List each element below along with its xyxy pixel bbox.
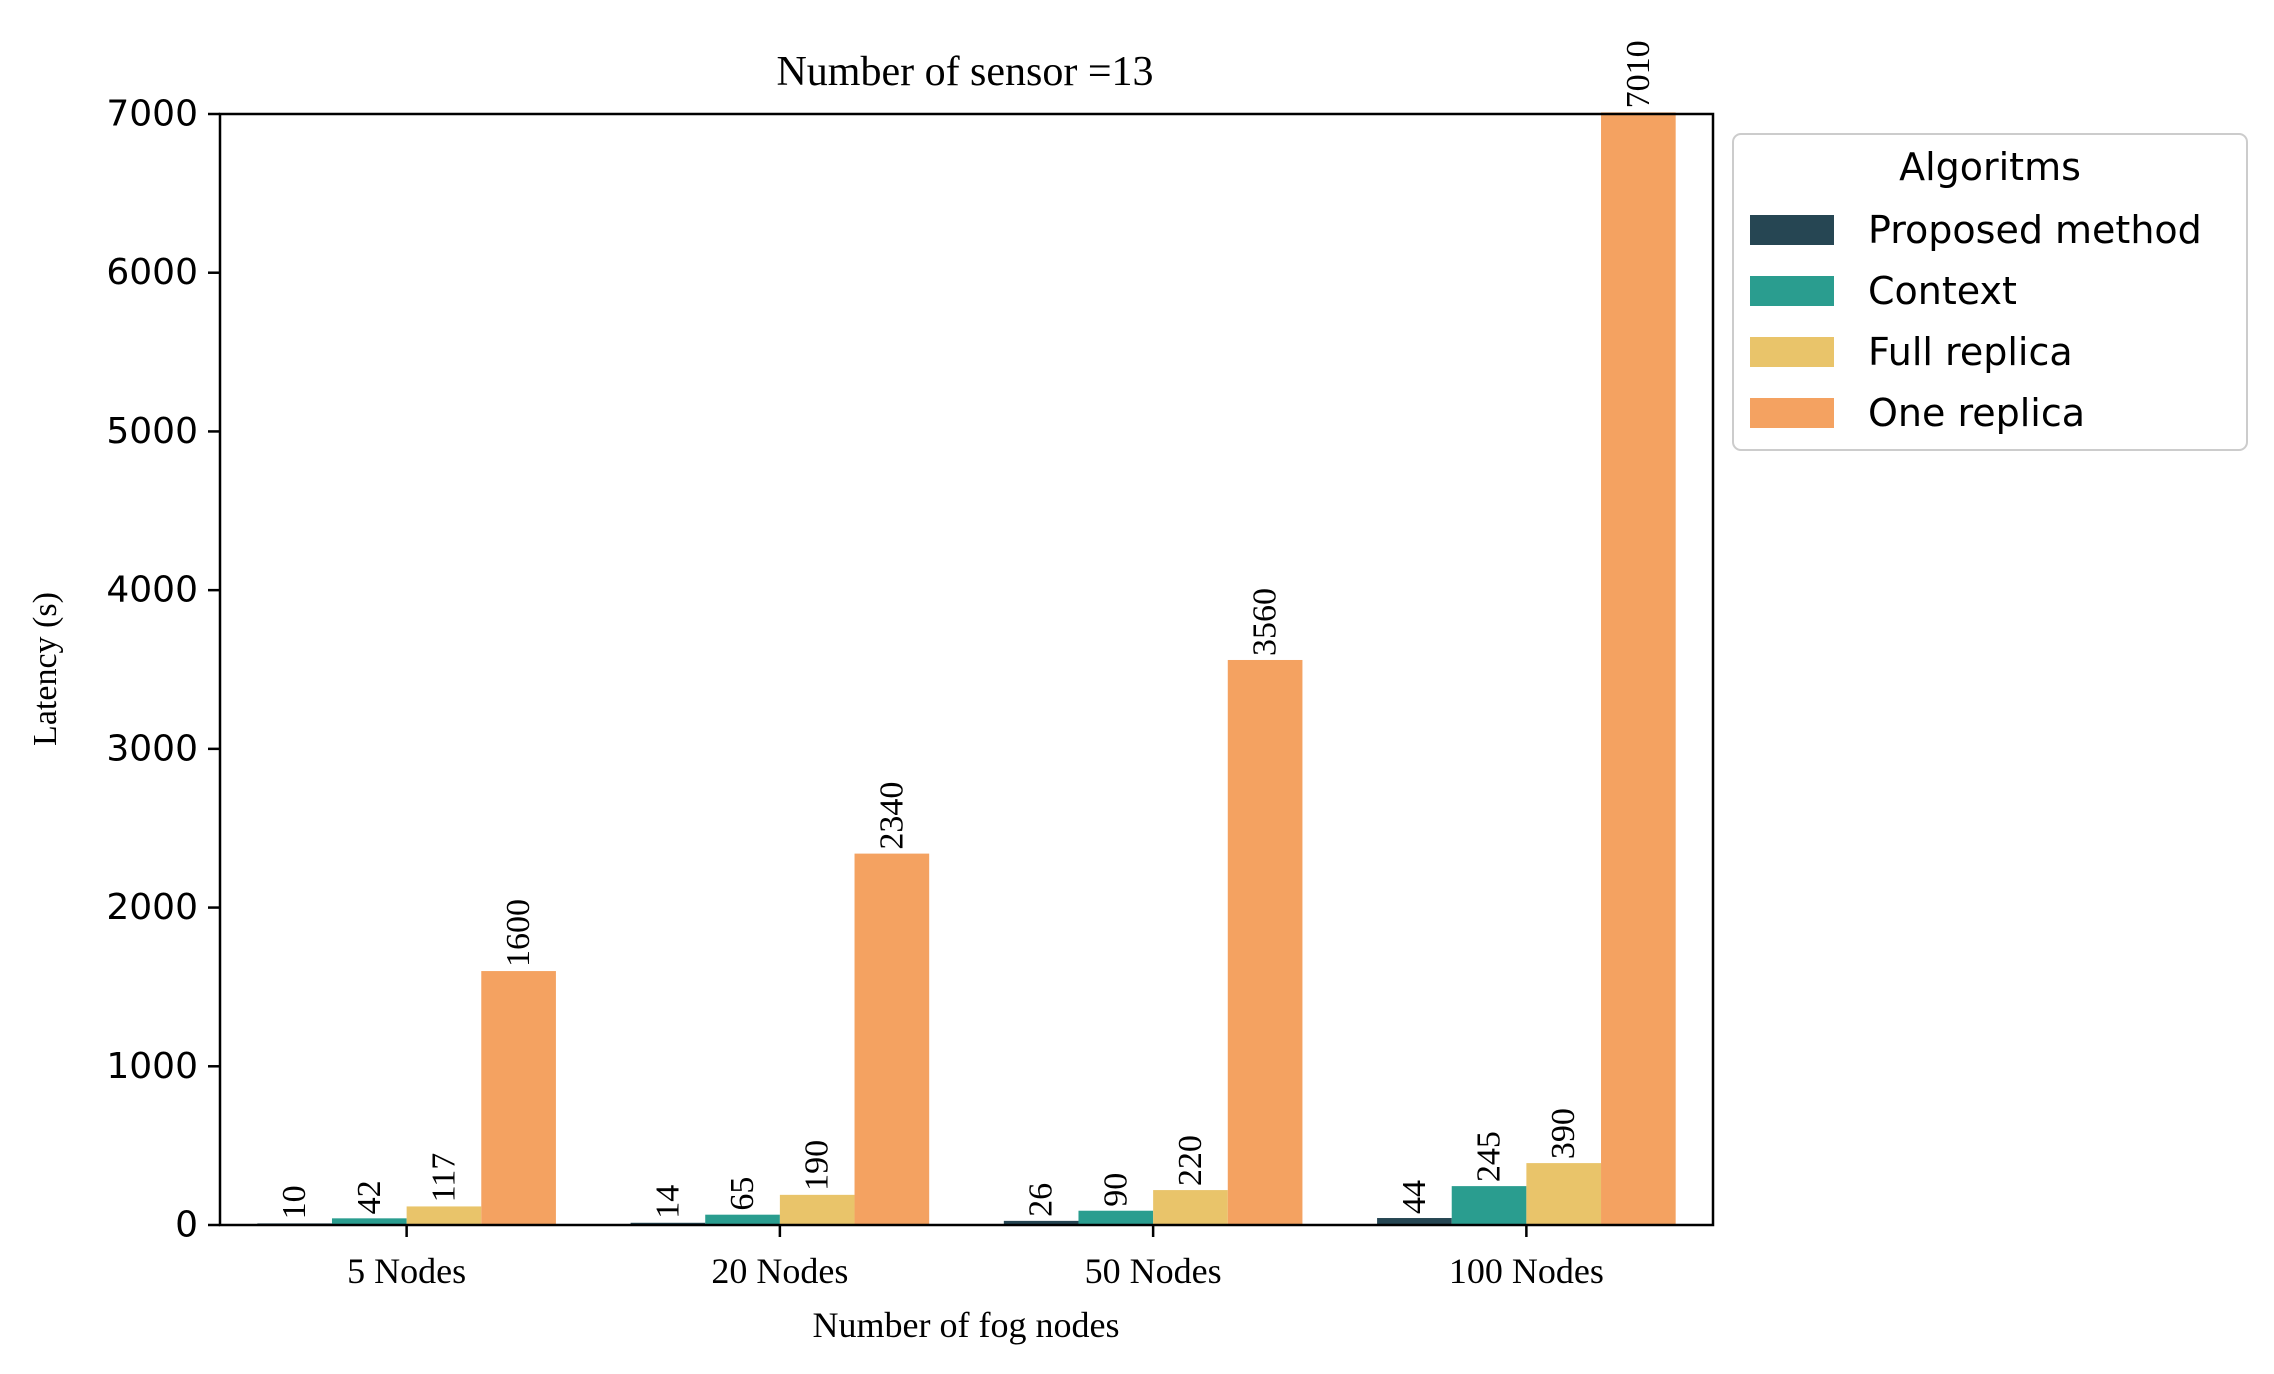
x-axis: 5 Nodes 20 Nodes 50 Nodes 100 Nodes — [347, 1225, 1604, 1291]
bar-value-label: 220 — [1172, 1135, 1209, 1186]
bar-value-label: 190 — [799, 1140, 836, 1191]
legend-title: Algoritms — [1899, 145, 2081, 189]
y-tick-label: 7000 — [106, 94, 198, 135]
bar-value-label: 2340 — [873, 782, 910, 850]
bar-value-label: 245 — [1471, 1131, 1508, 1182]
legend-frame — [1732, 133, 2248, 451]
chart-title: Number of sensor =13 — [776, 49, 1153, 95]
bar-value-label: 7010 — [1620, 40, 1657, 108]
legend-label: Full replica — [1868, 330, 2073, 374]
legend-items: Proposed method Context Full replica One re… — [1750, 208, 2202, 435]
legend: Algoritms Proposed method Context Full rep… — [1732, 133, 2248, 451]
bar-value-label: 390 — [1545, 1108, 1582, 1159]
bar-value-label: 42 — [351, 1180, 388, 1214]
bar — [1078, 1210, 1154, 1225]
bar — [1153, 1190, 1228, 1225]
bar-value-label: 3560 — [1247, 588, 1284, 656]
y-tick-label: 6000 — [106, 252, 198, 293]
y-tick-label: 1000 — [106, 1046, 198, 1087]
bar — [1227, 659, 1303, 1225]
bar — [705, 1214, 780, 1225]
legend-label: One replica — [1868, 391, 2085, 435]
y-tick-label: 5000 — [106, 411, 198, 452]
bar — [1451, 1186, 1527, 1225]
bar — [1526, 1163, 1602, 1225]
bar — [1601, 112, 1676, 1225]
bar — [854, 853, 930, 1225]
bar-value-label: 1600 — [500, 899, 537, 967]
y-tick-label: 2000 — [106, 887, 198, 928]
bar-value-label: 44 — [1396, 1180, 1433, 1214]
bar — [1377, 1218, 1452, 1225]
y-tick-label: 3000 — [106, 728, 198, 769]
plot-frame — [218, 112, 1715, 1227]
bar-value-label: 65 — [724, 1177, 761, 1211]
y-tick-label: 4000 — [106, 570, 198, 611]
bar — [481, 971, 556, 1225]
y-tick-label: 0 — [175, 1205, 198, 1246]
legend-swatch — [1750, 337, 1834, 367]
legend-swatch — [1750, 215, 1834, 245]
bar-value-label: 117 — [425, 1153, 462, 1203]
bar — [406, 1206, 482, 1225]
y-axis: 0 1000 2000 3000 4000 5000 6000 7000 — [106, 94, 220, 1246]
bar-value-label: 26 — [1023, 1183, 1060, 1217]
legend-swatch — [1750, 398, 1834, 428]
bar-labels-layer: 10 42 117 1600 14 65 190 2340 26 90 220 3560 44 245 39… — [276, 40, 1657, 1219]
legend-label: Context — [1868, 269, 2017, 313]
x-tick-label: 20 Nodes — [711, 1251, 848, 1291]
y-axis-label: Latency (s) — [27, 592, 64, 746]
bar-value-label: 14 — [649, 1185, 686, 1219]
x-tick-label: 5 Nodes — [347, 1251, 466, 1291]
x-tick-label: 100 Nodes — [1449, 1251, 1604, 1291]
legend-label: Proposed method — [1868, 208, 2202, 252]
bar — [779, 1194, 855, 1225]
x-axis-label: Number of fog nodes — [813, 1305, 1120, 1345]
x-tick-label: 50 Nodes — [1085, 1251, 1222, 1291]
bars-layer — [257, 112, 1676, 1225]
legend-swatch — [1750, 276, 1834, 306]
bar — [331, 1218, 407, 1225]
bar-value-label: 10 — [276, 1185, 313, 1219]
bar — [1003, 1220, 1079, 1225]
bar-value-label: 90 — [1097, 1173, 1134, 1207]
